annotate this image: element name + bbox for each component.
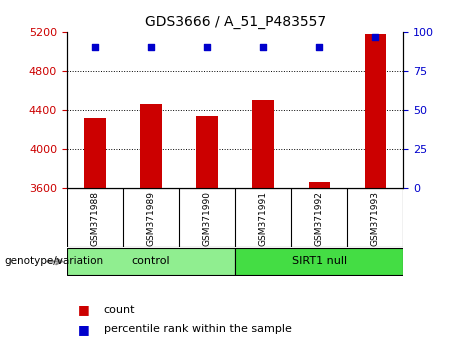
Bar (84, 118, 106, 188)
Point (372, 34, 379, 39)
Bar (196, 116, 218, 188)
Text: GSM371992: GSM371992 (315, 191, 324, 246)
Text: percentile rank within the sample: percentile rank within the sample (104, 324, 292, 334)
Bar (235, 248, 403, 275)
Bar (308, 182, 330, 188)
Bar (140, 104, 162, 188)
Text: GSM371993: GSM371993 (371, 191, 380, 246)
Point (260, 45, 267, 50)
Point (315, 45, 323, 50)
Text: GSM371991: GSM371991 (259, 191, 268, 246)
Point (148, 45, 155, 50)
Text: GSM371988: GSM371988 (90, 191, 100, 246)
Bar (67, 248, 235, 275)
Text: ■: ■ (78, 303, 90, 316)
Point (91, 45, 99, 50)
Text: SIRT1 null: SIRT1 null (292, 256, 347, 266)
Bar (253, 100, 274, 188)
Text: count: count (104, 305, 135, 315)
Bar (365, 34, 386, 188)
Text: GSM371990: GSM371990 (202, 191, 212, 246)
Point (203, 45, 211, 50)
Text: genotype/variation: genotype/variation (5, 256, 104, 267)
Text: ■: ■ (78, 323, 90, 336)
Text: GSM371989: GSM371989 (147, 191, 155, 246)
Text: control: control (132, 256, 170, 266)
Title: GDS3666 / A_51_P483557: GDS3666 / A_51_P483557 (145, 16, 325, 29)
